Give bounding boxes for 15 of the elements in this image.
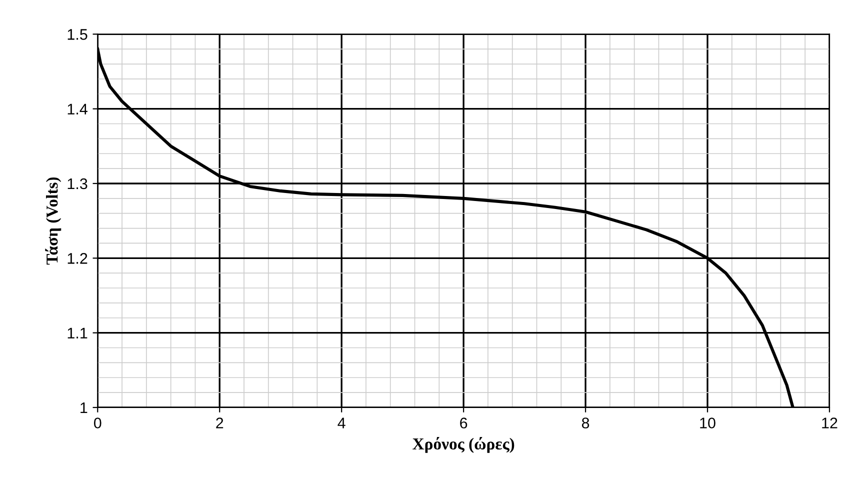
x-tick-label: 0 — [94, 418, 102, 428]
y-tick-label: 1 — [80, 402, 88, 414]
x-tick-label: 10 — [700, 418, 716, 428]
x-tick-label: 2 — [216, 418, 224, 428]
x-tick-label: 8 — [582, 418, 590, 428]
y-axis-title: Τάση (Volts) — [45, 177, 62, 265]
x-tick-label: 4 — [338, 418, 346, 428]
x-tick-label: 12 — [822, 418, 838, 428]
y-tick-label: 1.2 — [68, 253, 88, 264]
x-tick-label: 6 — [460, 418, 468, 428]
y-tick-label: 1.3 — [68, 178, 88, 190]
y-tick-label: 1.4 — [68, 104, 88, 114]
y-tick-label: 1.1 — [68, 328, 88, 338]
x-axis-title: Χρόνος (ώρες) — [412, 437, 514, 453]
y-tick-label: 1.5 — [68, 29, 88, 40]
